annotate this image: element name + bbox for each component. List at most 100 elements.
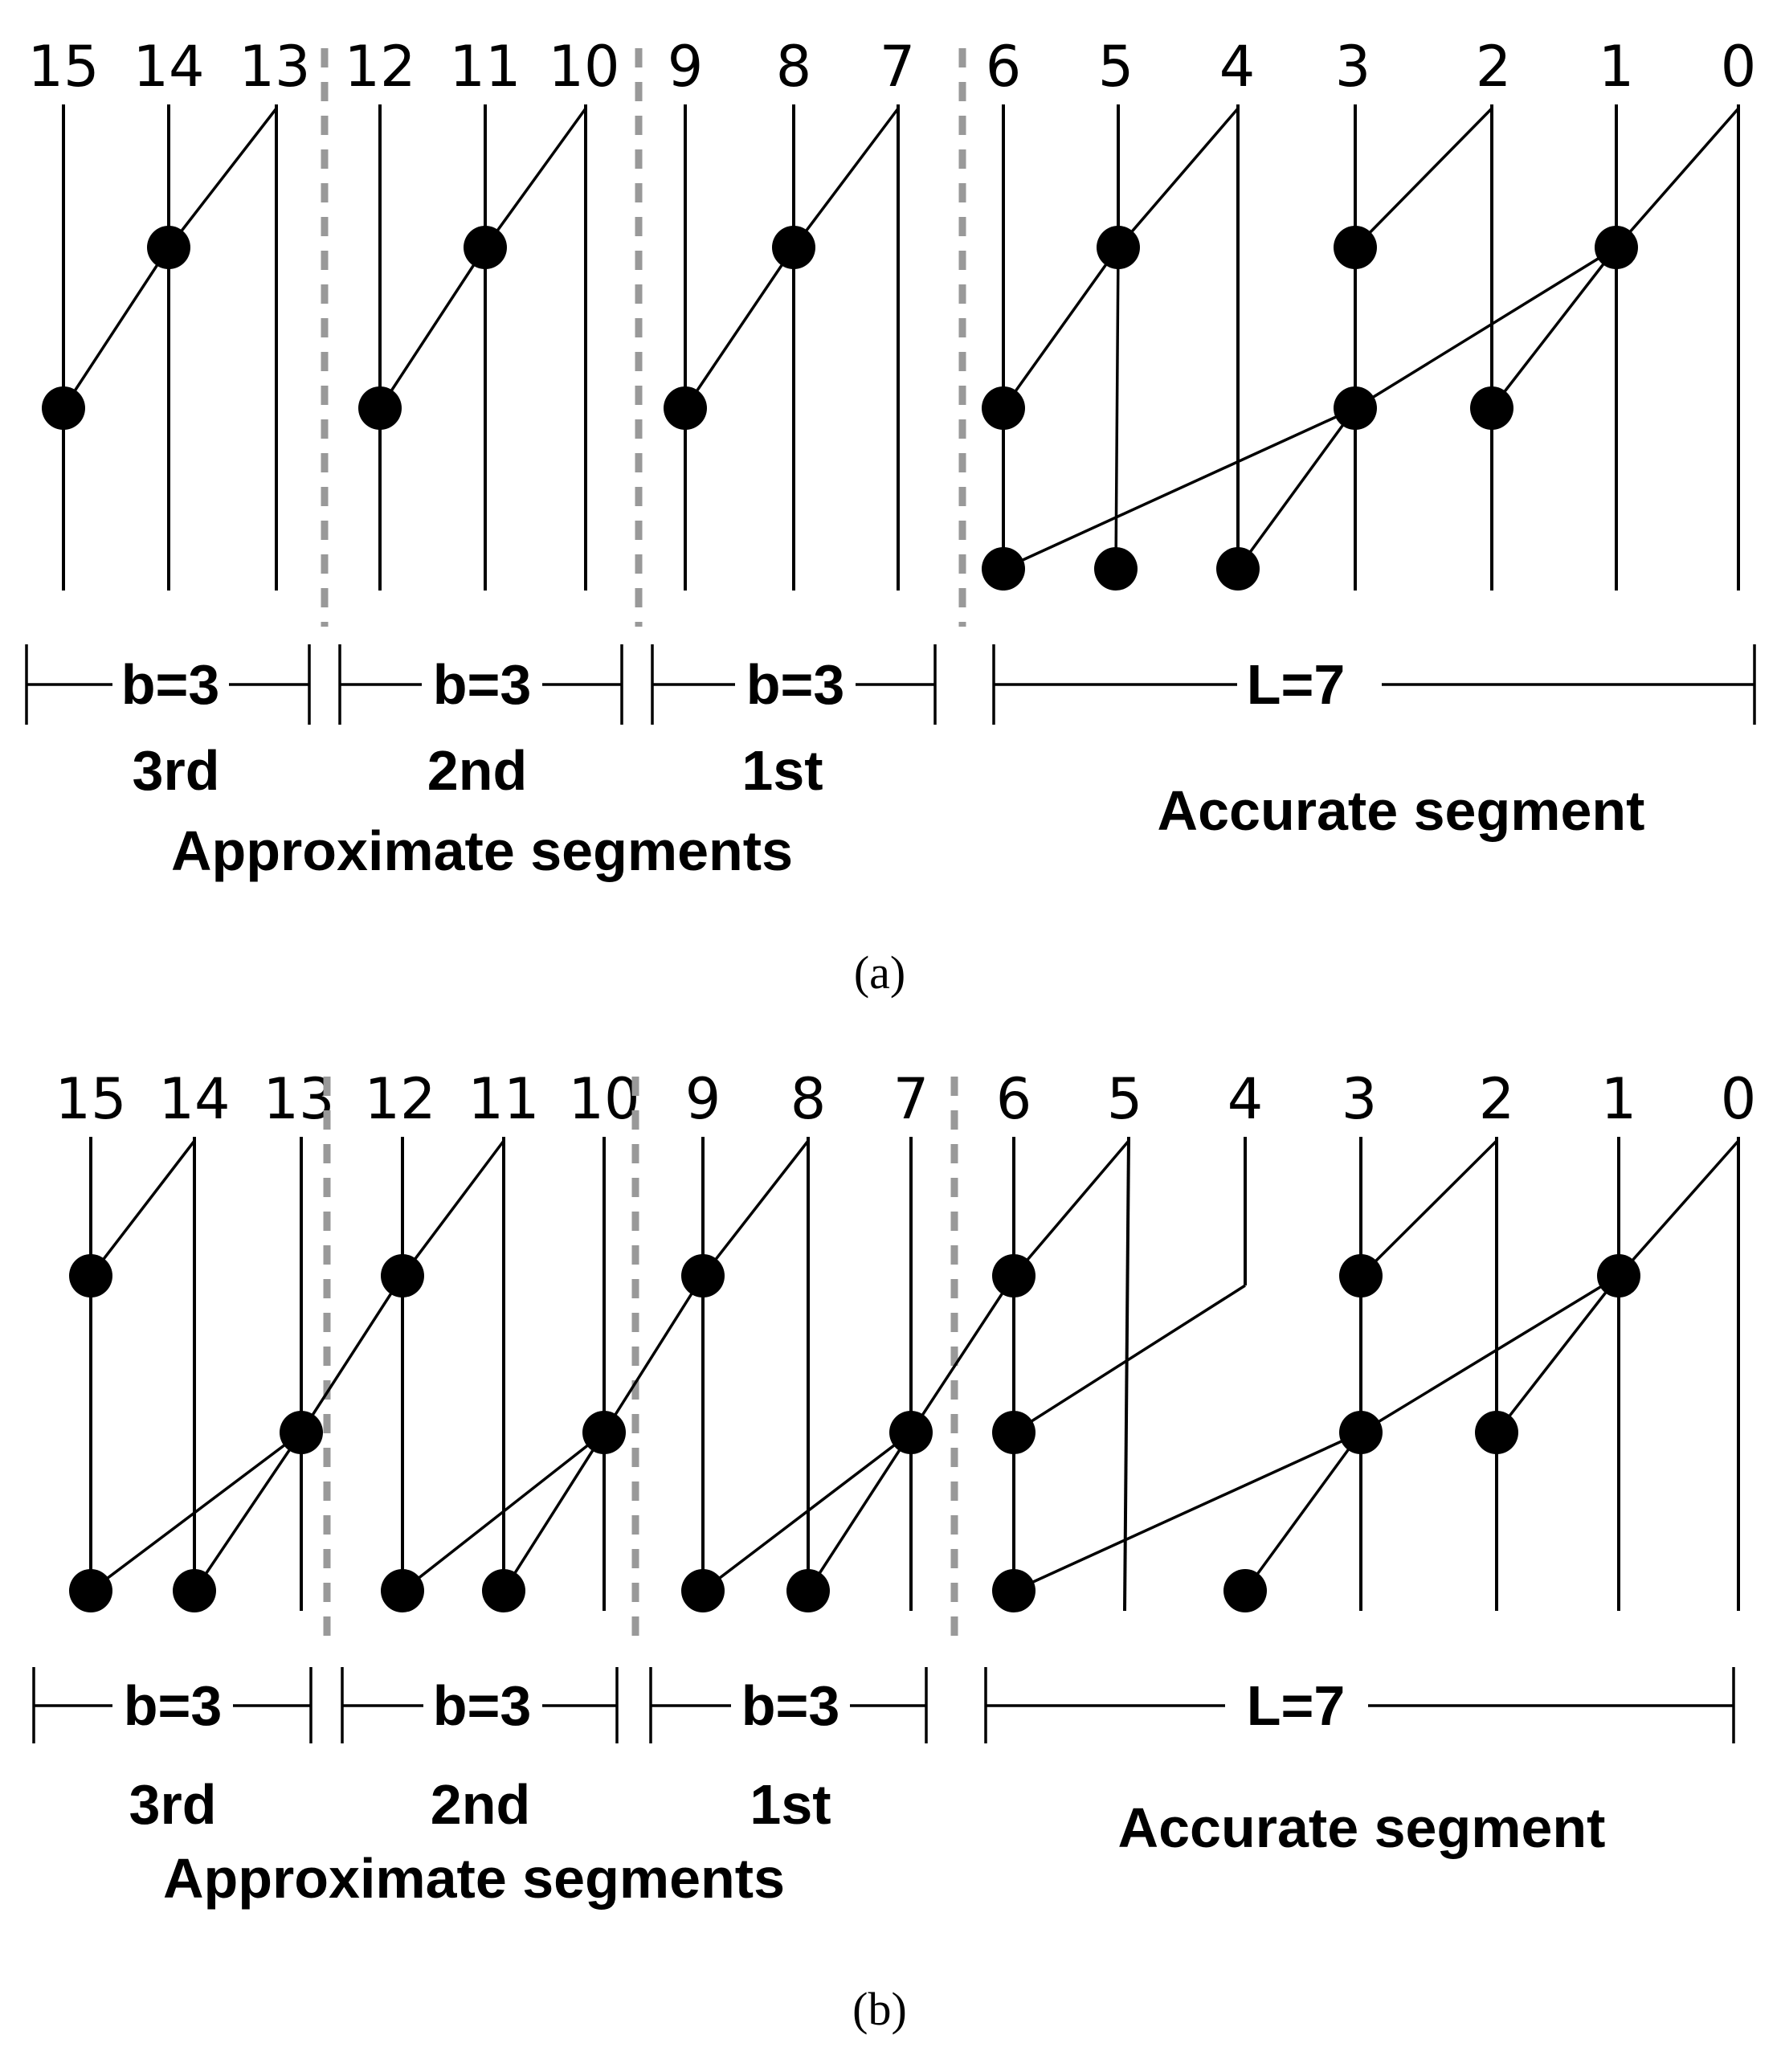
bracket-3rd: b=3 3rd [25, 644, 311, 802]
edge-bit5-down [1114, 247, 1120, 570]
edge-bit12-to-13 [300, 1275, 404, 1433]
node [982, 386, 1025, 430]
bracket-2nd: b=3 2nd [338, 644, 623, 802]
node [982, 547, 1025, 591]
bit-label-4: 4 [1228, 1066, 1264, 1132]
edge-bit13-to-14 [193, 1432, 303, 1592]
edge-bit7-to-8 [807, 1432, 913, 1592]
bracket-accurate: L=7 [992, 644, 1756, 725]
node [1597, 1254, 1640, 1298]
edge-bit11-to-12 [401, 1139, 505, 1277]
node [992, 1411, 1036, 1454]
node [147, 226, 190, 269]
edge-bit3-to-4 [1236, 407, 1357, 570]
bit-wires-a [62, 104, 1740, 591]
bit-label-8: 8 [776, 34, 812, 100]
node [69, 1254, 112, 1298]
approximate-segments-label: Approximate segments [163, 1847, 785, 1910]
segment-name: 3rd [129, 1773, 217, 1836]
node [173, 1569, 216, 1612]
edge-bit7-to-9 [701, 1431, 913, 1592]
node [482, 1569, 525, 1612]
node [42, 386, 85, 430]
bit-label-0: 0 [1721, 34, 1757, 100]
node [1339, 1254, 1383, 1298]
edge-bit8-to-9 [701, 1139, 810, 1277]
bit-label-3: 3 [1342, 1066, 1378, 1132]
edge-bit10-to-12 [401, 1431, 606, 1592]
bit-label-5: 5 [1098, 34, 1134, 100]
bit-label-3: 3 [1335, 34, 1371, 100]
bit-label-11: 11 [449, 34, 521, 100]
bit-label-2: 2 [1479, 1066, 1515, 1132]
bit-label-11: 11 [468, 1066, 539, 1132]
node [464, 226, 507, 269]
bit-label-8: 8 [790, 1066, 827, 1132]
edge-bit1-to-2 [1490, 246, 1618, 410]
node [1595, 226, 1638, 269]
bit-label-13: 13 [263, 1066, 334, 1132]
edge-bit3-to-6 [1003, 407, 1356, 570]
panel-a: 15 14 13 12 11 10 9 8 7 6 5 4 3 2 1 0 [25, 34, 1756, 999]
bracket-label: b=3 [741, 1674, 840, 1737]
bit-label-0: 0 [1721, 1066, 1757, 1132]
node [1334, 386, 1377, 430]
edge-bit0-to-1 [1617, 1139, 1740, 1277]
bracket-label: b=3 [746, 653, 845, 716]
segment-brackets-b: b=3 3rd b=3 2nd b=3 1st [32, 1667, 1735, 1910]
nodes-b [69, 1254, 1640, 1612]
bit-label-9: 9 [668, 34, 704, 100]
bit-label-4: 4 [1219, 34, 1256, 100]
caption-a: (a) [854, 946, 905, 999]
edge-bit9-to-10 [603, 1275, 705, 1433]
edge-bit5-to-6 [1012, 1139, 1130, 1277]
bracket-label: L=7 [1247, 653, 1346, 716]
node [992, 1254, 1036, 1298]
bracket-1st: b=3 1st [649, 1667, 928, 1836]
edge-bit6-to-7 [909, 1275, 1015, 1433]
panel-b: 15 14 13 12 11 10 9 8 7 6 5 4 3 2 1 0 [32, 1066, 1757, 2035]
bit-label-12: 12 [364, 1066, 435, 1132]
bit-label-13: 13 [239, 34, 310, 100]
bit-label-6: 6 [996, 1066, 1032, 1132]
segment-name: 1st [741, 739, 823, 802]
node [582, 1411, 626, 1454]
bit-labels-a: 15 14 13 12 11 10 9 8 7 6 5 4 3 2 1 0 [27, 34, 1756, 100]
node [681, 1569, 725, 1612]
bit-label-12: 12 [344, 34, 415, 100]
bracket-2nd: b=3 2nd [341, 1667, 619, 1836]
bit-label-2: 2 [1476, 34, 1512, 100]
bracket-label: b=3 [121, 653, 220, 716]
bit-label-10: 10 [548, 34, 619, 100]
node [1094, 547, 1138, 591]
segment-name: 2nd [427, 739, 527, 802]
node [280, 1411, 323, 1454]
bit-label-1: 1 [1601, 1066, 1637, 1132]
bracket-label: b=3 [433, 1674, 532, 1737]
bracket-3rd: b=3 3rd [32, 1667, 312, 1836]
bit-label-1: 1 [1599, 34, 1635, 100]
node [889, 1411, 933, 1454]
edge-bit10-to-11 [502, 1432, 606, 1592]
bit-label-10: 10 [568, 1066, 639, 1132]
node [1475, 1411, 1518, 1454]
node [786, 1569, 830, 1612]
edge-bit2-to-3 [1354, 107, 1493, 249]
node [772, 226, 815, 269]
bit-label-6: 6 [986, 34, 1022, 100]
node [992, 1569, 1036, 1612]
bit-label-15: 15 [27, 34, 99, 100]
bracket-1st: b=3 1st [651, 644, 937, 802]
node [69, 1569, 112, 1612]
edge-bit1-to-2 [1495, 1274, 1620, 1434]
segment-brackets-a: b=3 3rd b=3 2nd b=3 1st [25, 644, 1756, 882]
segment-name: 1st [750, 1773, 831, 1836]
node [358, 386, 402, 430]
node [1334, 226, 1377, 269]
node [1470, 386, 1513, 430]
node [681, 1254, 725, 1298]
accurate-segment-label: Accurate segment [1158, 779, 1645, 842]
bracket-label: b=3 [124, 1674, 223, 1737]
node [1097, 226, 1140, 269]
